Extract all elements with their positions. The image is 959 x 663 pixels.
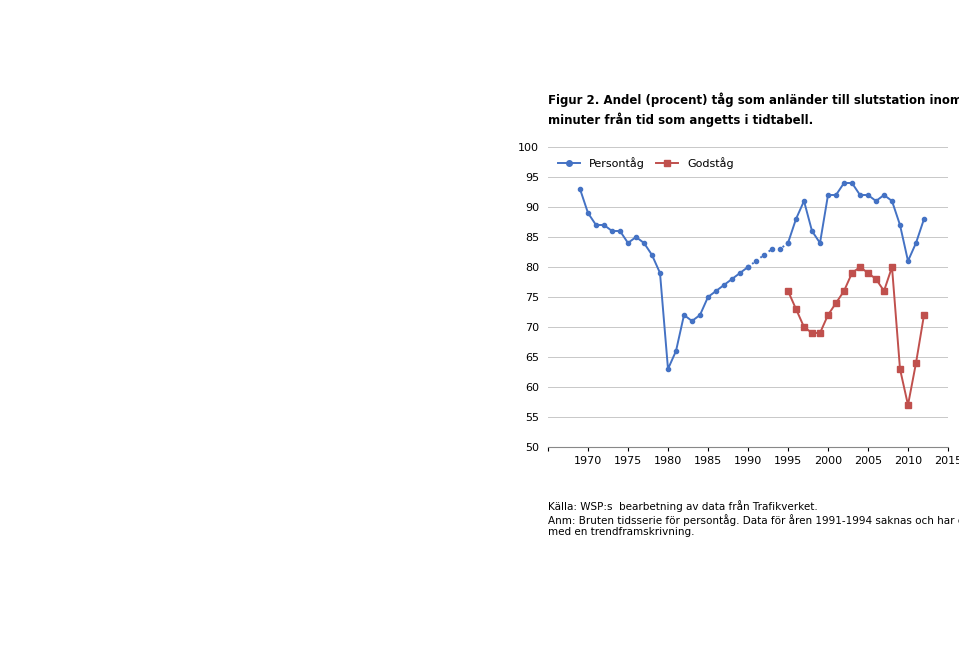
- Text: minuter från tid som angetts i tidtabell.: minuter från tid som angetts i tidtabell…: [548, 113, 813, 127]
- Legend: Persontåg, Godståg: Persontåg, Godståg: [553, 152, 738, 173]
- Text: Figur 2. Andel (procent) tåg som anländer till slutstation inom fem: Figur 2. Andel (procent) tåg som anlände…: [548, 93, 959, 107]
- Text: Källa: WSP:s  bearbetning av data från Trafikverket.
Anm: Bruten tidsserie för p: Källa: WSP:s bearbetning av data från Tr…: [548, 500, 959, 538]
